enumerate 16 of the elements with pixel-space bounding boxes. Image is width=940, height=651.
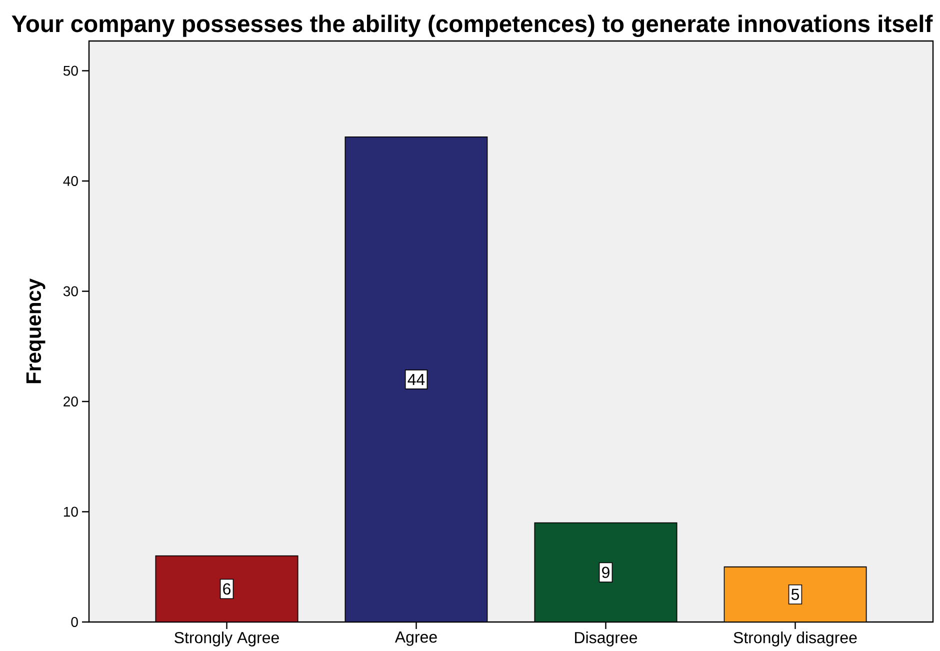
- data-label: 44: [408, 374, 425, 385]
- y-axis-title: Frequency: [26, 278, 46, 384]
- data-label: 9: [602, 566, 610, 578]
- y-tick-label: 50: [63, 66, 78, 76]
- x-tick-label: Strongly disagree: [734, 632, 857, 646]
- y-tick-label: 20: [64, 396, 78, 406]
- x-tick-label: Agree: [394, 632, 437, 646]
- y-tick-label: 10: [64, 506, 78, 517]
- y-tick-label: 30: [63, 286, 78, 296]
- x-tick-label: Disagree: [575, 632, 638, 646]
- y-tick-label: 0: [71, 617, 78, 627]
- y-tick-label: 40: [63, 176, 78, 186]
- data-label: 6: [223, 583, 230, 595]
- x-tick-label: Strongly Agree: [174, 632, 279, 646]
- chart-title: Your company possesses the ability (competences) to generate innovations itself: [12, 14, 933, 38]
- data-label: 5: [791, 588, 800, 600]
